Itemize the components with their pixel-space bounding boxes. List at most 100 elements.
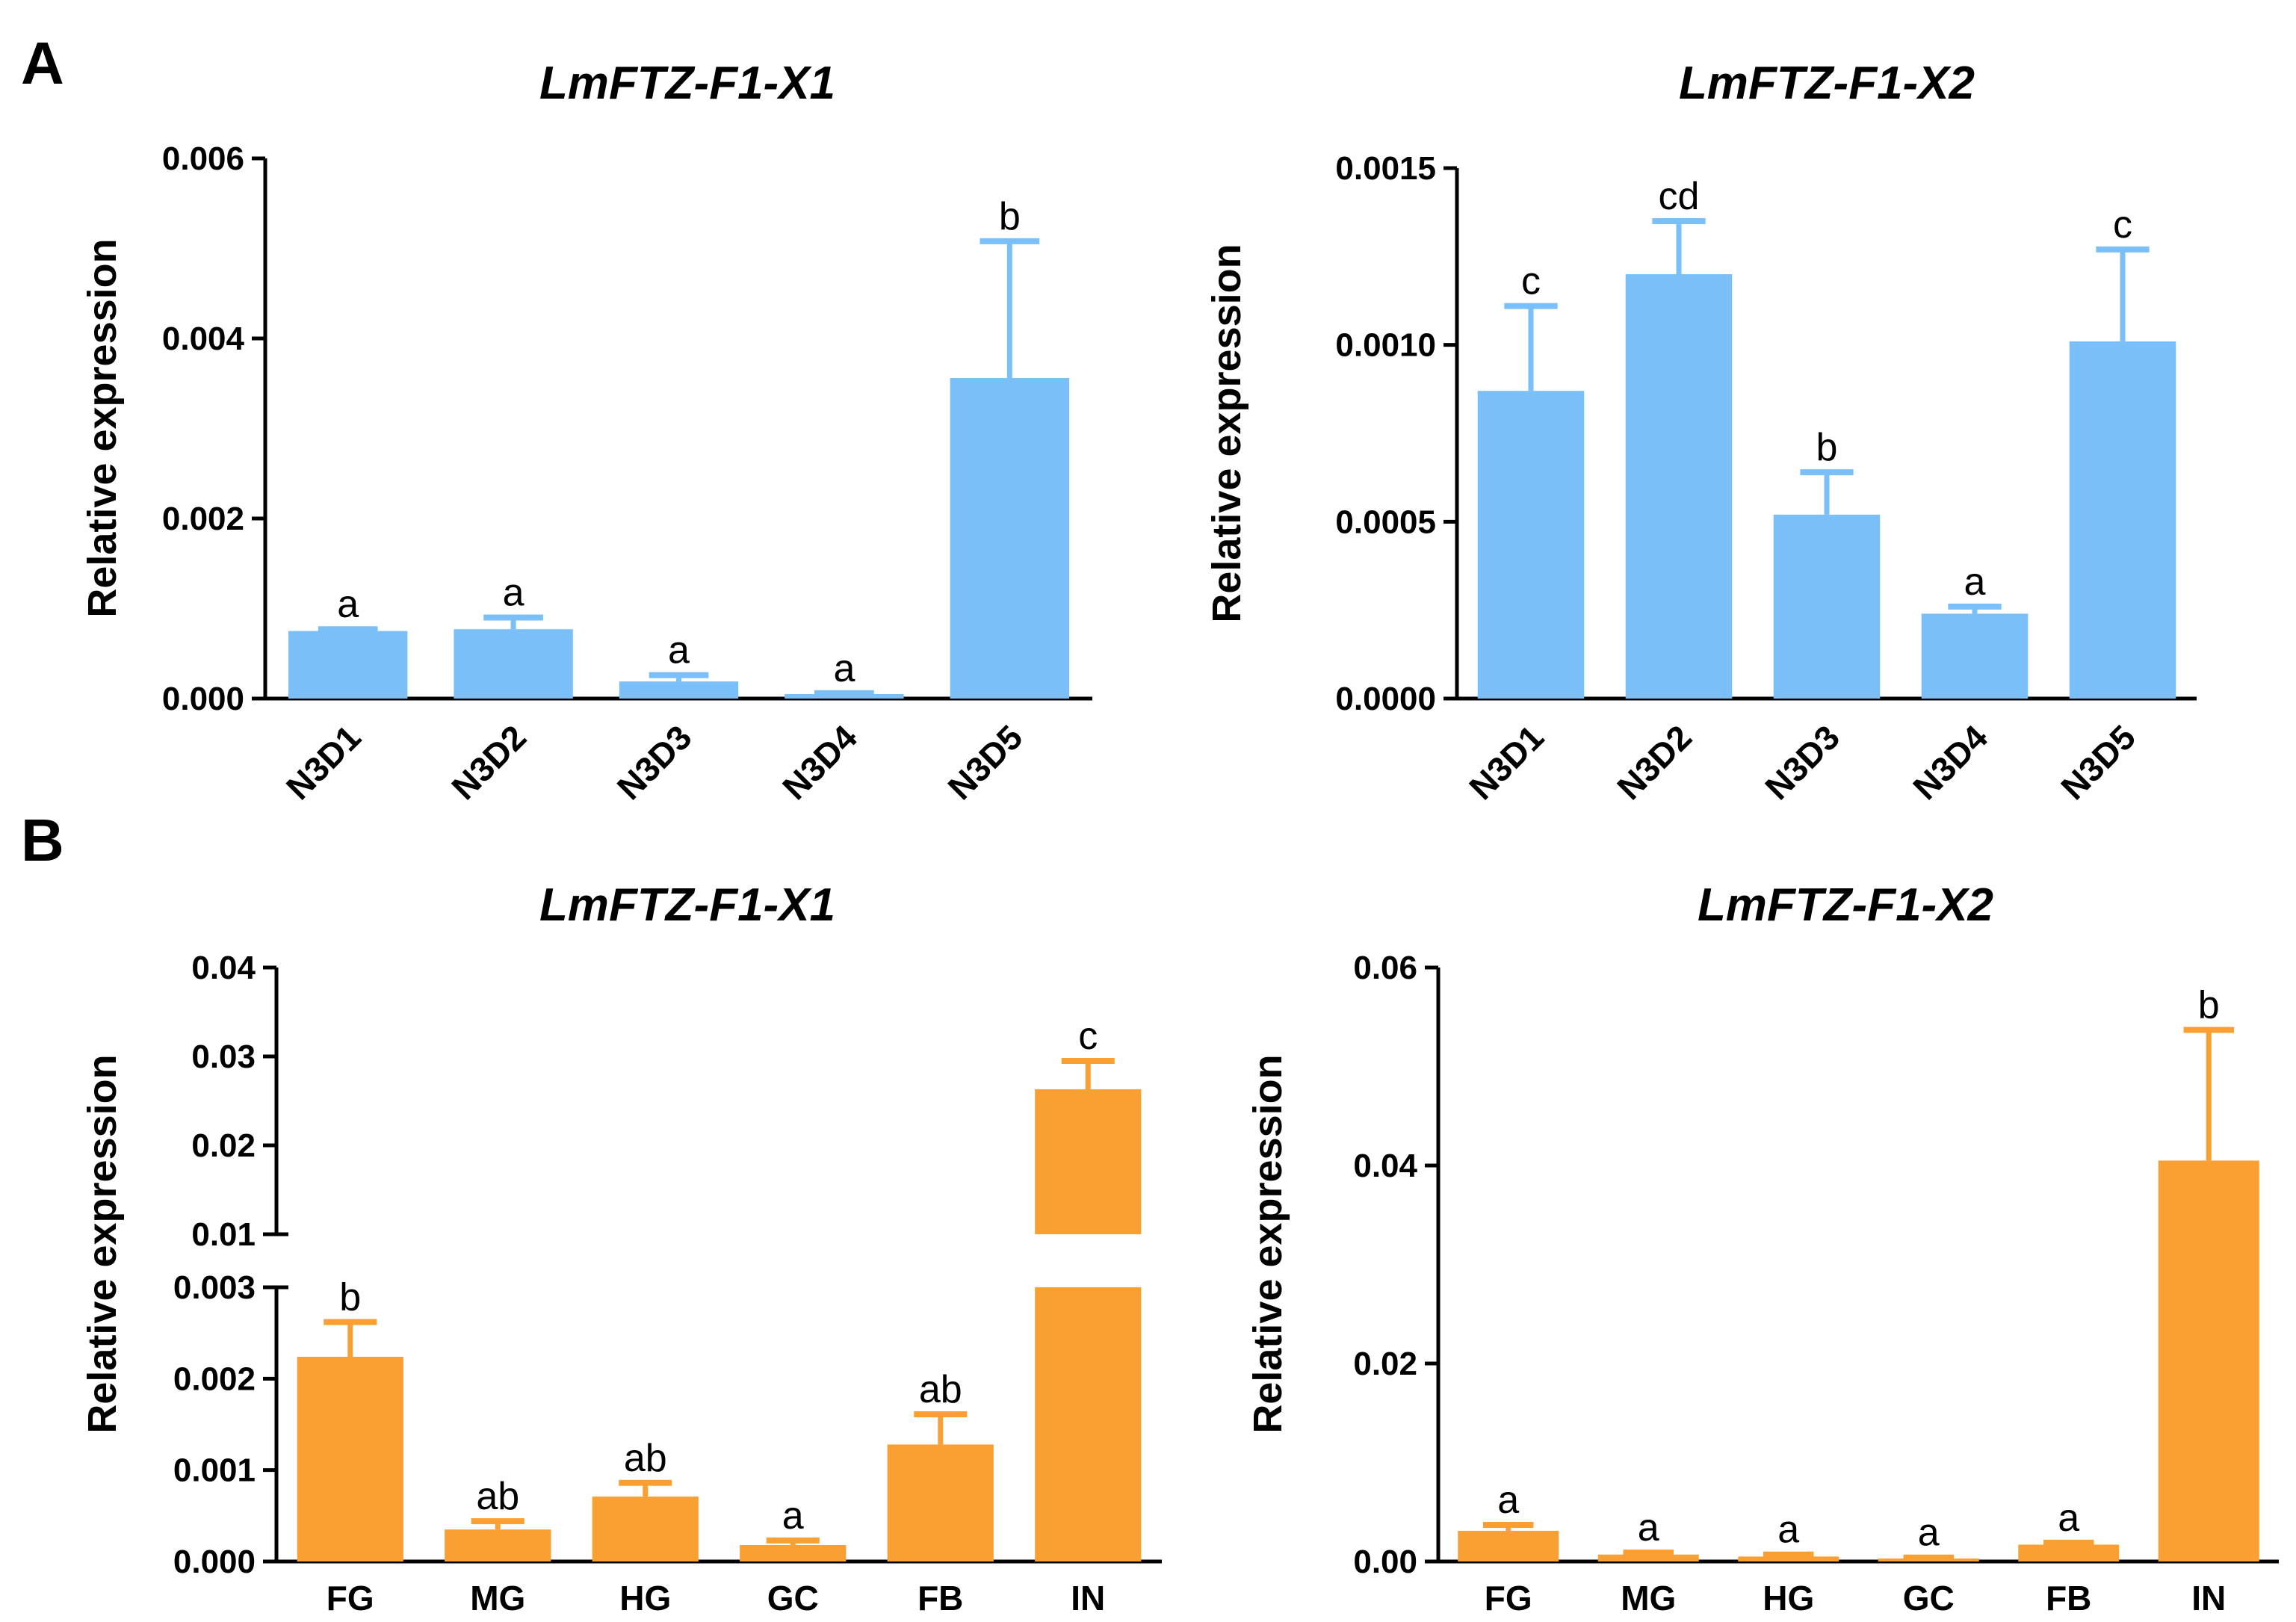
significance-label: c: [2113, 203, 2132, 247]
significance-label: c: [1078, 1015, 1098, 1058]
y-axis-label: Relative expression: [1204, 244, 1249, 622]
bar: [288, 631, 408, 699]
significance-label: b: [339, 1275, 361, 1319]
x-tick-label: N3D1: [279, 717, 368, 807]
significance-label: a: [1638, 1506, 1659, 1550]
x-tick-label: FG: [1485, 1579, 1532, 1618]
x-tick-label: FB: [2046, 1579, 2091, 1618]
y-axis-label: Relative expression: [80, 1054, 125, 1433]
x-tick-label: N3D2: [444, 717, 533, 807]
y-tick-label: 0.00: [1353, 1544, 1417, 1580]
significance-label: c: [1521, 260, 1541, 303]
chart-b-x1: LmFTZ-F1-X1 Relative expression 0.000 0.001…: [80, 879, 1162, 1618]
significance-label: a: [1964, 560, 1986, 604]
y-tick-label: 0.03: [191, 1038, 256, 1075]
bar: [1773, 514, 1881, 699]
y-tick-label: 0.001: [173, 1452, 256, 1489]
significance-label: ab: [919, 1368, 962, 1411]
x-tick-label: GC: [767, 1579, 819, 1618]
bar: [454, 629, 573, 699]
x-tick-label: HG: [1763, 1579, 1814, 1618]
y-tick-label: 0.0005: [1335, 504, 1436, 540]
bar: [1458, 1530, 1559, 1561]
bar: [1035, 1287, 1142, 1561]
x-tick-label: FG: [327, 1579, 374, 1618]
x-tick-label: N3D4: [775, 717, 864, 807]
x-tick-label: IN: [1071, 1579, 1105, 1618]
y-tick-label: 0.0015: [1335, 150, 1436, 187]
x-tick-label: GC: [1903, 1579, 1955, 1618]
bar: [297, 1356, 403, 1561]
bar: [950, 378, 1070, 699]
x-tick-label: HG: [619, 1579, 671, 1618]
significance-label: ab: [624, 1437, 667, 1480]
x-tick-label: N3D5: [2053, 717, 2143, 807]
y-tick-label: 0.0010: [1335, 327, 1436, 364]
significance-label: a: [1497, 1479, 1519, 1522]
panel-label-a: A: [21, 30, 64, 96]
bar: [1625, 274, 1733, 699]
y-tick-label: 0.02: [1353, 1346, 1417, 1382]
y-tick-label: 0.01: [191, 1216, 256, 1253]
panel-label-b: B: [21, 807, 64, 873]
bar: [887, 1444, 994, 1561]
chart-title: LmFTZ-F1-X2: [1698, 879, 1993, 931]
y-axis-label: Relative expression: [80, 238, 125, 617]
significance-label: a: [782, 1494, 804, 1538]
significance-label: a: [503, 572, 525, 615]
x-tick-label: FB: [918, 1579, 963, 1618]
chart-title: LmFTZ-F1-X1: [539, 58, 835, 109]
significance-label: a: [668, 629, 690, 672]
y-axis-label: Relative expression: [1246, 1054, 1290, 1433]
significance-label: ab: [476, 1475, 519, 1518]
y-tick-label: 0.06: [1353, 950, 1417, 986]
significance-label: a: [1918, 1511, 1940, 1555]
x-tick-label: MG: [470, 1579, 525, 1618]
chart-a-x2: LmFTZ-F1-X2 Relative expression 0.0000 0.00…: [1204, 58, 2197, 807]
significance-label: cd: [1659, 175, 1700, 218]
y-tick-label: 0.000: [162, 681, 244, 717]
bar: [592, 1496, 699, 1561]
bar: [1035, 1089, 1142, 1234]
x-tick-label: N3D1: [1461, 717, 1551, 807]
bar: [619, 681, 739, 699]
y-tick-label: 0.003: [173, 1269, 256, 1306]
x-tick-label: N3D4: [1905, 717, 1995, 807]
y-tick-label: 0.0000: [1335, 681, 1436, 717]
bar: [1597, 1554, 1699, 1561]
bar: [2158, 1160, 2259, 1561]
chart-title: LmFTZ-F1-X2: [1679, 58, 1975, 109]
bar: [2018, 1544, 2120, 1561]
x-tick-label: N3D5: [940, 717, 1030, 807]
x-tick-label: IN: [2191, 1579, 2226, 1618]
significance-label: a: [337, 583, 359, 626]
y-tick-label: 0.004: [162, 321, 245, 357]
chart-a-x1: LmFTZ-F1-X1 Relative expression 0.000 0.002…: [80, 58, 1092, 807]
y-tick-label: 0.04: [1353, 1148, 1417, 1184]
x-tick-label: N3D3: [610, 717, 699, 807]
significance-label: b: [999, 195, 1021, 238]
x-tick-label: N3D3: [1757, 717, 1847, 807]
y-tick-label: 0.000: [173, 1544, 256, 1580]
y-tick-label: 0.006: [162, 140, 244, 177]
significance-label: a: [2058, 1496, 2079, 1540]
bar: [1477, 391, 1585, 699]
significance-label: b: [1816, 426, 1838, 469]
significance-label: a: [1777, 1508, 1799, 1552]
chart-b-x2: LmFTZ-F1-X2 Relative expression 0.00 0.02 0.…: [1246, 879, 2279, 1618]
y-tick-label: 0.002: [162, 501, 244, 537]
x-tick-label: N3D2: [1609, 717, 1699, 807]
bar: [785, 693, 904, 699]
x-tick-label: MG: [1621, 1579, 1676, 1618]
y-tick-label: 0.02: [191, 1127, 256, 1164]
y-tick-label: 0.04: [191, 950, 256, 986]
significance-label: b: [2198, 983, 2220, 1027]
y-tick-label: 0.002: [173, 1361, 256, 1397]
bar: [1738, 1556, 1839, 1561]
bar: [740, 1544, 847, 1561]
significance-label: a: [833, 647, 855, 690]
bar: [1921, 613, 2029, 699]
bar: [445, 1529, 551, 1561]
chart-title: LmFTZ-F1-X1: [539, 879, 835, 931]
